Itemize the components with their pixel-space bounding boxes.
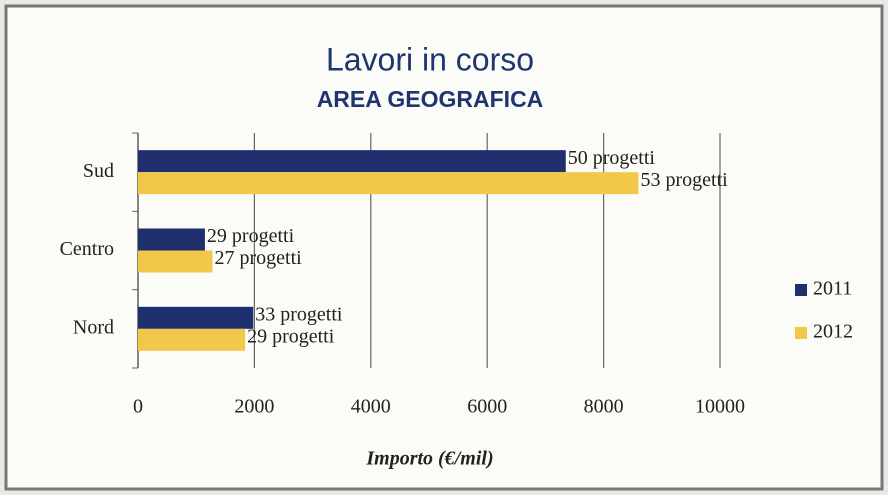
bar bbox=[138, 150, 566, 173]
bar-annotation: 53 progetti bbox=[641, 169, 729, 191]
bar-annotation: 27 progetti bbox=[214, 247, 302, 269]
x-tick-label: 2000 bbox=[234, 396, 274, 418]
x-axis-title: Importo (€/mil) bbox=[365, 448, 493, 470]
x-tick-label: 8000 bbox=[584, 396, 624, 418]
chart-subtitle: AREA GEOGRAFICA bbox=[317, 86, 544, 112]
y-tick-label: Centro bbox=[60, 238, 114, 260]
bar-annotation: 33 progetti bbox=[255, 303, 343, 325]
bar bbox=[138, 328, 246, 351]
chart-title: Lavori in corso bbox=[326, 41, 534, 77]
x-tick-label: 6000 bbox=[467, 396, 507, 418]
bar bbox=[138, 306, 254, 329]
y-tick-label: Nord bbox=[73, 316, 114, 338]
bar-annotation: 29 progetti bbox=[247, 325, 335, 347]
legend-swatch bbox=[795, 327, 807, 339]
bar bbox=[138, 228, 205, 251]
bar bbox=[138, 172, 639, 195]
legend-swatch bbox=[795, 284, 807, 296]
x-tick-label: 4000 bbox=[351, 396, 391, 418]
x-tick-label: 10000 bbox=[695, 396, 745, 418]
x-tick-label: 0 bbox=[133, 396, 143, 418]
y-tick-label: Sud bbox=[83, 160, 114, 182]
legend-label: 2012 bbox=[813, 321, 853, 343]
bar-annotation: 29 progetti bbox=[207, 225, 295, 247]
legend-label: 2011 bbox=[813, 278, 852, 300]
bar-annotation: 50 progetti bbox=[568, 147, 656, 169]
bar bbox=[138, 250, 213, 273]
